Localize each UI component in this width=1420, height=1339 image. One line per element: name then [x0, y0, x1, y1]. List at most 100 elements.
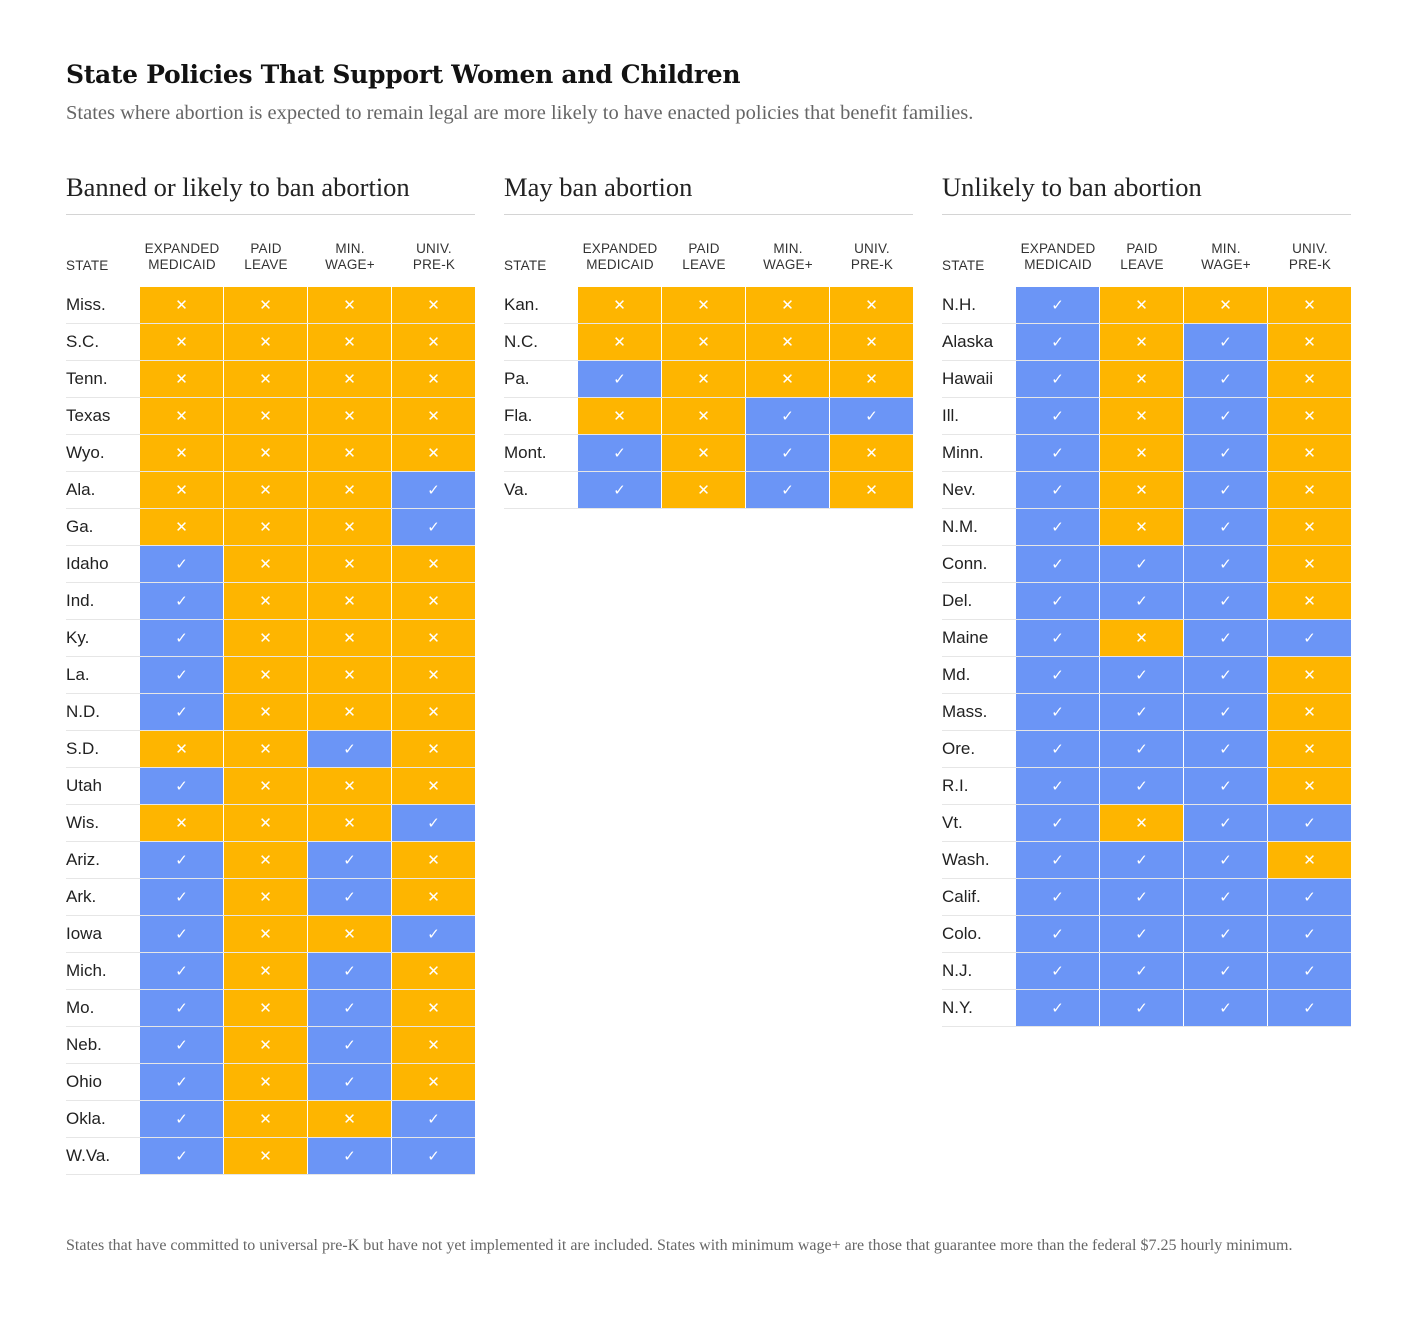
table-row: Mass. ✓ ✓ ✓ ✕ [942, 694, 1351, 731]
cell-min-wage-check-icon: ✓ [1184, 361, 1267, 397]
state-column-header: STATE [66, 258, 109, 273]
table-row: R.I. ✓ ✓ ✓ ✕ [942, 768, 1351, 805]
cell-paid-leave-x-icon: ✕ [224, 509, 307, 545]
cell-min-wage-x-icon: ✕ [308, 1101, 391, 1137]
cell-medicaid-check-icon: ✓ [140, 768, 223, 804]
cell-min-wage-check-icon: ✓ [1184, 583, 1267, 619]
state-label: Pa. [504, 369, 530, 388]
cell-paid-leave-x-icon: ✕ [224, 398, 307, 434]
table-row: Mont. ✓ ✕ ✓ ✕ [504, 435, 913, 472]
cell-min-wage-x-icon: ✕ [308, 509, 391, 545]
cell-min-wage-check-icon: ✓ [1184, 435, 1267, 471]
cell-min-wage-check-icon: ✓ [1184, 842, 1267, 878]
state-label: Minn. [942, 443, 984, 462]
cell-paid-leave-x-icon: ✕ [662, 361, 745, 397]
cell-paid-leave-x-icon: ✕ [224, 657, 307, 693]
cell-min-wage-x-icon: ✕ [308, 583, 391, 619]
table-row: S.C. ✕ ✕ ✕ ✕ [66, 324, 475, 361]
cell-min-wage-x-icon: ✕ [308, 694, 391, 730]
cell-medicaid-check-icon: ✓ [1016, 583, 1099, 619]
cell-pre-k-x-icon: ✕ [392, 583, 475, 619]
state-label: Miss. [66, 295, 106, 314]
cell-medicaid-check-icon: ✓ [140, 1101, 223, 1137]
state-label: Colo. [942, 924, 982, 943]
column-header-min-wage: MIN. WAGE+ [763, 241, 813, 272]
cell-medicaid-check-icon: ✓ [1016, 398, 1099, 434]
column-header-row: STATE EXPANDED MEDICAID PAID LEAVE MIN. … [942, 215, 1351, 287]
table-row: Va. ✓ ✕ ✓ ✕ [504, 472, 913, 509]
table-row: N.D. ✓ ✕ ✕ ✕ [66, 694, 475, 731]
state-label: Ark. [66, 887, 97, 906]
cell-medicaid-check-icon: ✓ [140, 916, 223, 952]
cell-paid-leave-x-icon: ✕ [224, 768, 307, 804]
cell-min-wage-x-icon: ✕ [308, 546, 391, 582]
cell-pre-k-x-icon: ✕ [392, 361, 475, 397]
cell-min-wage-check-icon: ✓ [1184, 472, 1267, 508]
column-header-medicaid: EXPANDED MEDICAID [1020, 241, 1096, 272]
cell-paid-leave-x-icon: ✕ [1100, 509, 1183, 545]
group-banned: Banned or likely to ban abortion STATE E… [66, 172, 475, 1175]
cell-min-wage-check-icon: ✓ [1184, 731, 1267, 767]
cell-medicaid-check-icon: ✓ [1016, 509, 1099, 545]
cell-medicaid-x-icon: ✕ [140, 324, 223, 360]
cell-min-wage-check-icon: ✓ [746, 398, 829, 434]
cell-pre-k-check-icon: ✓ [830, 398, 913, 434]
cell-min-wage-check-icon: ✓ [1184, 879, 1267, 915]
cell-medicaid-check-icon: ✓ [578, 472, 661, 508]
cell-min-wage-check-icon: ✓ [308, 1064, 391, 1100]
cell-paid-leave-check-icon: ✓ [1100, 953, 1183, 989]
cell-min-wage-check-icon: ✓ [746, 435, 829, 471]
state-label: Hawaii [942, 369, 994, 388]
group-may-ban: May ban abortion STATE EXPANDED MEDICAID… [504, 172, 913, 509]
state-column-header: STATE [942, 258, 985, 273]
cell-pre-k-check-icon: ✓ [1268, 879, 1351, 915]
cell-medicaid-check-icon: ✓ [1016, 842, 1099, 878]
column-header-paid-leave: PAID LEAVE [682, 241, 726, 272]
cell-pre-k-x-icon: ✕ [392, 324, 475, 360]
cell-medicaid-check-icon: ✓ [140, 1027, 223, 1063]
table-row: N.J. ✓ ✓ ✓ ✓ [942, 953, 1351, 990]
cell-paid-leave-x-icon: ✕ [1100, 361, 1183, 397]
state-label: Mo. [66, 998, 95, 1017]
column-header-row: STATE EXPANDED MEDICAID PAID LEAVE MIN. … [504, 215, 913, 287]
state-label: Nev. [942, 480, 976, 499]
cell-pre-k-x-icon: ✕ [1268, 435, 1351, 471]
cell-min-wage-check-icon: ✓ [308, 953, 391, 989]
cell-min-wage-x-icon: ✕ [308, 916, 391, 952]
cell-paid-leave-x-icon: ✕ [224, 842, 307, 878]
state-label: R.I. [942, 776, 969, 795]
cell-paid-leave-x-icon: ✕ [224, 731, 307, 767]
table-row: Ala. ✕ ✕ ✕ ✓ [66, 472, 475, 509]
cell-pre-k-check-icon: ✓ [392, 916, 475, 952]
column-header-pre-k: UNIV. PRE-K [850, 241, 894, 272]
cell-paid-leave-x-icon: ✕ [1100, 472, 1183, 508]
group-title: Unlikely to ban abortion [942, 172, 1351, 215]
cell-pre-k-x-icon: ✕ [392, 953, 475, 989]
column-header-paid-leave: PAID LEAVE [244, 241, 288, 272]
group-unlikely: Unlikely to ban abortion STATE EXPANDED … [942, 172, 1351, 1027]
state-label: Tenn. [66, 369, 108, 388]
cell-pre-k-x-icon: ✕ [830, 361, 913, 397]
cell-medicaid-check-icon: ✓ [1016, 916, 1099, 952]
cell-pre-k-x-icon: ✕ [1268, 287, 1351, 323]
cell-paid-leave-x-icon: ✕ [224, 546, 307, 582]
cell-pre-k-x-icon: ✕ [392, 1027, 475, 1063]
state-label: Maine [942, 628, 989, 647]
cell-paid-leave-check-icon: ✓ [1100, 694, 1183, 730]
cell-pre-k-x-icon: ✕ [392, 657, 475, 693]
cell-medicaid-check-icon: ✓ [1016, 361, 1099, 397]
cell-pre-k-x-icon: ✕ [1268, 842, 1351, 878]
cell-medicaid-x-icon: ✕ [578, 324, 661, 360]
state-label: Mass. [942, 702, 988, 721]
cell-pre-k-x-icon: ✕ [1268, 398, 1351, 434]
table-row: N.M. ✓ ✕ ✓ ✕ [942, 509, 1351, 546]
state-label: Ala. [66, 480, 96, 499]
cell-pre-k-x-icon: ✕ [392, 1064, 475, 1100]
cell-min-wage-x-icon: ✕ [308, 435, 391, 471]
cell-paid-leave-check-icon: ✓ [1100, 731, 1183, 767]
table-row: Hawaii ✓ ✕ ✓ ✕ [942, 361, 1351, 398]
cell-paid-leave-x-icon: ✕ [224, 879, 307, 915]
state-label: Fla. [504, 406, 533, 425]
cell-min-wage-x-icon: ✕ [746, 287, 829, 323]
state-label: W.Va. [66, 1146, 111, 1165]
